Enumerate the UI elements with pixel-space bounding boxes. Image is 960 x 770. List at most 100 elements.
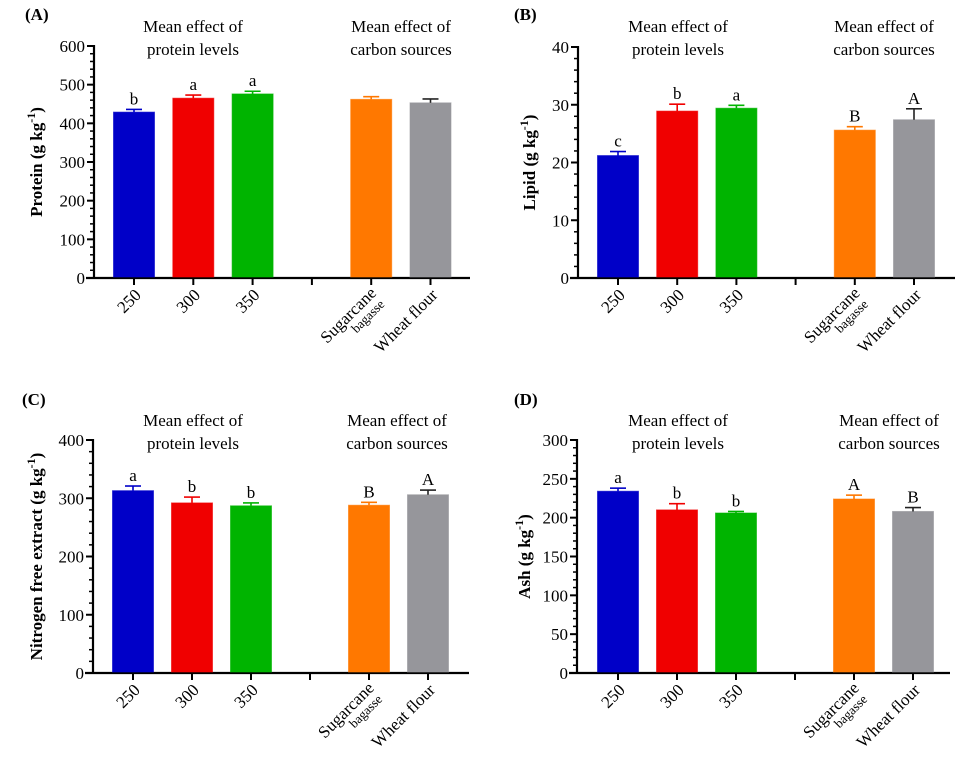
y-tick-label: 100	[543, 586, 569, 605]
group-title-2-line-2: carbon sources	[833, 40, 935, 59]
y-axis-label: Protein (g kg-1)	[24, 107, 46, 217]
y-axis-label: Lipid (g kg-1)	[517, 115, 539, 211]
y-tick-label: 150	[543, 548, 569, 567]
bar-300	[172, 97, 215, 278]
y-tick-label: 0	[560, 664, 569, 683]
group-title-2-line-2: carbon sources	[346, 434, 448, 453]
y-tick-label: 300	[59, 489, 85, 508]
y-axis-label-close: )	[520, 115, 539, 121]
x-tick-label: 350	[715, 680, 746, 711]
significance-letter: a	[249, 71, 257, 90]
bar-sugarcane-bagasse	[348, 504, 390, 673]
x-tick-label: 250	[113, 285, 144, 316]
x-tick-label: Wheat flour	[370, 285, 441, 356]
significance-letter: B	[907, 488, 918, 507]
significance-letter: a	[614, 468, 622, 487]
y-axis-label-superscript: -1	[512, 520, 526, 530]
panel-label: (B)	[514, 5, 537, 24]
bar-250	[597, 490, 639, 673]
significance-letter: b	[188, 477, 197, 496]
x-tick-label: 250	[597, 285, 628, 316]
significance-letter: a	[129, 466, 137, 485]
group-title-2-line-1: Mean effect of	[839, 411, 939, 430]
y-tick-label: 0	[77, 269, 86, 288]
significance-letter: b	[732, 491, 741, 510]
chart-panel-d: (D) Mean effect of protein levels Mean effe…	[512, 390, 950, 752]
significance-letter: A	[848, 475, 861, 494]
y-tick-label: 20	[552, 154, 569, 173]
group-title-1-line-1: Mean effect of	[143, 411, 243, 430]
group-title-2-line-1: Mean effect of	[834, 17, 934, 36]
bar-350	[715, 512, 757, 673]
y-tick-label: 600	[60, 37, 86, 56]
significance-letter: B	[363, 482, 374, 501]
bar-wheat-flour	[407, 494, 449, 673]
x-tick-label: 250	[112, 680, 143, 711]
y-axis-label-close: )	[27, 107, 46, 113]
group-title-1-line-1: Mean effect of	[143, 17, 243, 36]
y-tick-label: 40	[552, 38, 569, 57]
x-tick-label: 250	[597, 680, 628, 711]
significance-letter: A	[422, 470, 435, 489]
bar-wheat-flour	[892, 510, 934, 673]
bar-350	[230, 505, 272, 673]
bar-300	[656, 509, 698, 673]
bar-250	[597, 155, 639, 278]
group-title-1-line-2: protein levels	[632, 434, 724, 453]
y-tick-label: 50	[551, 625, 568, 644]
group-title-1-line-1: Mean effect of	[628, 411, 728, 430]
significance-letter: b	[673, 84, 682, 103]
x-tick-label: Wheat flour	[853, 680, 924, 751]
y-axis-label-close: )	[27, 453, 46, 459]
bar-sugarcane-bagasse	[833, 129, 876, 278]
panel-label: (A)	[25, 5, 49, 24]
chart-panel-a: (A) Mean effect of protein levels Mean effe…	[24, 5, 470, 357]
bar-350	[231, 93, 274, 278]
y-axis-label: Ash (g kg-1)	[512, 514, 534, 599]
significance-letter: B	[849, 107, 860, 126]
y-axis-label-close: )	[515, 514, 534, 520]
bar-300	[171, 502, 213, 673]
bar-350	[715, 107, 758, 278]
y-axis-label-superscript: -1	[24, 113, 38, 123]
bar-sugarcane-bagasse	[350, 98, 393, 278]
x-tick-label: 350	[230, 680, 261, 711]
group-title-1-line-2: protein levels	[147, 434, 239, 453]
group-title-1-line-1: Mean effect of	[628, 17, 728, 36]
y-tick-label: 400	[59, 431, 85, 450]
chart-panel-c: (C) Mean effect of protein levels Mean effe…	[22, 390, 469, 752]
y-axis-label-superscript: -1	[24, 458, 38, 468]
y-axis-label-text: Nitrogen free extract (g kg	[27, 468, 46, 660]
significance-letter: a	[190, 75, 198, 94]
y-axis-label-text: Ash (g kg	[515, 529, 534, 598]
y-tick-label: 100	[60, 230, 86, 249]
y-axis-label-text: Lipid (g kg	[520, 130, 539, 211]
y-tick-label: 500	[60, 76, 86, 95]
significance-letter: b	[247, 483, 256, 502]
significance-letter: A	[908, 89, 921, 108]
y-tick-label: 0	[561, 269, 570, 288]
y-tick-label: 300	[60, 153, 86, 172]
x-tick-label: 300	[171, 680, 202, 711]
group-title-2-line-1: Mean effect of	[351, 17, 451, 36]
x-tick-label: 300	[657, 285, 688, 316]
y-tick-label: 10	[552, 211, 569, 230]
x-tick-label: 300	[656, 680, 687, 711]
y-tick-label: 200	[543, 509, 569, 528]
bar-250	[112, 490, 154, 673]
y-tick-label: 400	[60, 114, 86, 133]
group-title-2-line-2: carbon sources	[350, 40, 452, 59]
y-axis-label-text: Protein (g kg	[27, 122, 46, 217]
significance-letter: c	[614, 132, 622, 151]
panel-label: (D)	[514, 390, 538, 409]
bar-300	[656, 110, 699, 278]
y-tick-label: 0	[76, 664, 85, 683]
significance-letter: b	[130, 89, 139, 108]
bar-wheat-flour	[893, 119, 935, 278]
significance-letter: a	[733, 85, 741, 104]
y-tick-label: 250	[543, 470, 569, 489]
x-tick-label: 350	[232, 285, 263, 316]
bar-sugarcane-bagasse	[833, 498, 875, 673]
x-tick-label: 300	[173, 285, 204, 316]
